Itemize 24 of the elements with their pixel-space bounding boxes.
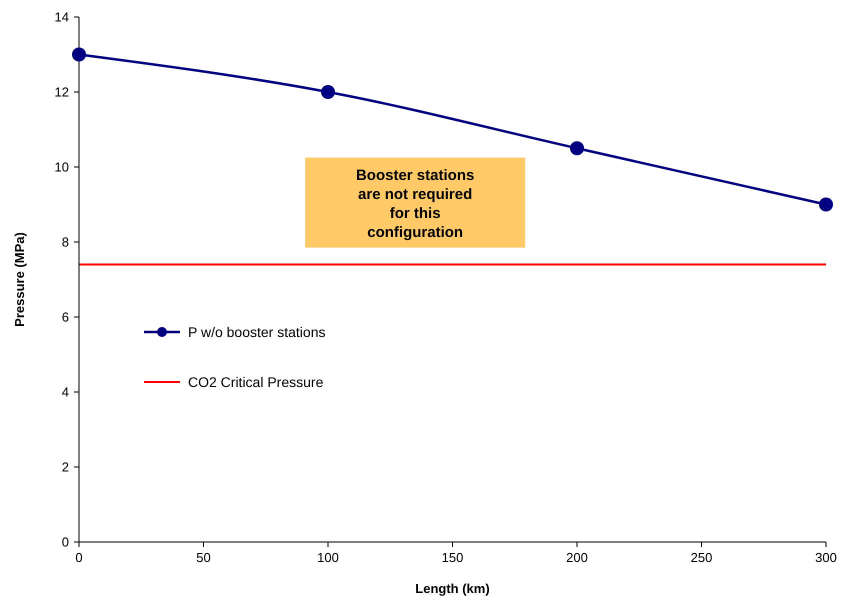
legend-label: CO2 Critical Pressure [188,374,324,390]
y-tick-label: 10 [54,160,69,175]
y-tick-label: 4 [62,384,69,400]
x-tick-label: 300 [815,550,837,565]
annotation: Booster stations are not required for this configuration [356,166,474,241]
x-tick-label: 0 [75,550,83,565]
x-tick-label: 250 [690,550,712,565]
x-tick-label: 200 [566,550,588,565]
y-tick-label: 0 [62,534,69,550]
x-tick-label: 150 [442,550,464,565]
y-tick-label: 2 [62,460,69,475]
x-axis-title: Length (km) [415,581,490,596]
point [321,85,335,99]
legend-label: P w/o booster stations [188,324,326,340]
x-tick-label: 100 [317,550,339,565]
y-tick-label: 12 [54,84,69,100]
y-tick-label: 8 [62,234,69,250]
y-tick-label: 14 [54,10,69,25]
y-axis-title: Pressure (MPa) [12,232,27,327]
y-tick-label: 6 [62,310,69,325]
point [72,48,86,62]
point [570,141,584,156]
x-tick-label: 50 [196,550,211,565]
point [819,198,833,212]
